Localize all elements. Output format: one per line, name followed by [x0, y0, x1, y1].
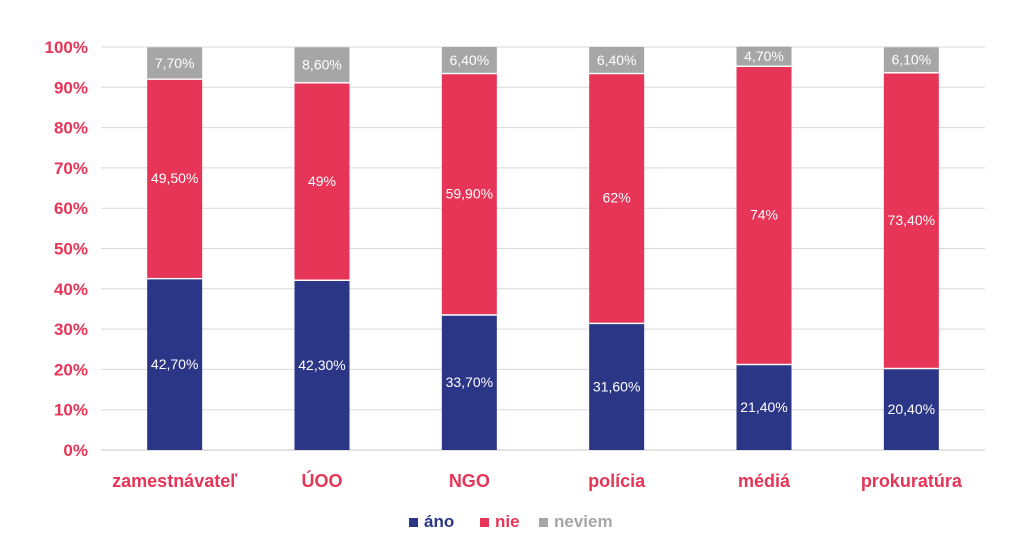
y-tick-label: 10%	[54, 401, 88, 420]
data-label: 6,40%	[597, 52, 637, 68]
data-label: 42,30%	[298, 357, 345, 373]
bars: 42,70% 49,50% 7,70% 42,30% 49% 8,60% 33,70% 59,…	[147, 46, 939, 450]
y-tick-label: 0%	[63, 441, 88, 460]
bar-segment-áno	[147, 277, 203, 450]
data-label: 49%	[308, 173, 336, 189]
y-tick-label: 40%	[54, 280, 88, 299]
y-tick-label: 50%	[54, 240, 88, 259]
bar-segment-nie	[736, 65, 792, 364]
data-label: 33,70%	[446, 374, 493, 390]
legend-label: neviem	[554, 512, 613, 531]
bar-stack: 20,40% 73,40% 6,10%	[883, 47, 939, 450]
data-label: 20,40%	[888, 401, 935, 417]
y-tick-label: 70%	[54, 159, 88, 178]
bar-segment-áno	[294, 279, 350, 450]
bar-stack: 42,30% 49% 8,60%	[294, 47, 350, 450]
y-tick-label: 100%	[45, 38, 88, 57]
bar-segment-nie	[147, 78, 203, 278]
bar-stack: 21,40% 74% 4,70%	[736, 46, 792, 450]
legend-item-áno: áno	[409, 512, 454, 531]
y-axis-ticks: 0% 10% 20% 30% 40% 50% 60% 70% 80% 90% 100%	[45, 38, 88, 460]
bar-segment-áno	[441, 314, 497, 450]
legend-item-neviem: neviem	[539, 512, 613, 531]
x-category-label: médiá	[738, 471, 791, 491]
legend: áno nie neviem	[409, 512, 613, 531]
bar-segment-nie	[294, 82, 350, 280]
y-tick-label: 60%	[54, 199, 88, 218]
bar-segment-neviem	[441, 47, 497, 73]
bar-segment-áno	[589, 322, 645, 450]
data-label: 8,60%	[302, 57, 342, 73]
bar-segment-áno	[736, 363, 792, 450]
data-label: 73,40%	[888, 212, 935, 228]
data-label: 31,60%	[593, 378, 640, 394]
data-label: 42,70%	[151, 356, 198, 372]
x-category-label: zamestnávateľ	[112, 471, 237, 491]
legend-swatch	[539, 518, 548, 527]
data-label: 6,40%	[449, 52, 489, 68]
bar-segment-neviem	[589, 47, 645, 73]
bar-stack: 31,60% 62% 6,40%	[589, 47, 645, 450]
x-category-label: ÚOO	[301, 470, 342, 491]
x-axis-categories: zamestnávateľ ÚOO NGO polícia médiá prokuratú…	[112, 470, 963, 491]
data-label: 4,70%	[744, 48, 784, 64]
bar-segment-nie	[883, 71, 939, 368]
data-label: 7,70%	[155, 55, 195, 71]
data-label: 74%	[750, 207, 778, 223]
x-category-label: NGO	[449, 471, 490, 491]
x-category-label: polícia	[588, 471, 646, 491]
bar-stack: 42,70% 49,50% 7,70%	[147, 47, 203, 450]
bar-segment-áno	[883, 367, 939, 450]
bar-segment-neviem	[294, 47, 350, 83]
legend-item-nie: nie	[480, 512, 520, 531]
data-label: 49,50%	[151, 170, 198, 186]
data-label: 6,10%	[891, 52, 931, 68]
y-tick-label: 20%	[54, 360, 88, 379]
y-tick-label: 30%	[54, 320, 88, 339]
legend-label: nie	[495, 512, 520, 531]
data-label: 62%	[603, 190, 631, 206]
bar-segment-nie	[441, 72, 497, 315]
bar-segment-neviem	[147, 47, 203, 79]
data-label: 59,90%	[446, 185, 493, 201]
y-tick-label: 80%	[54, 119, 88, 138]
bar-segment-neviem	[736, 46, 792, 66]
legend-swatch	[480, 518, 489, 527]
y-tick-label: 90%	[54, 78, 88, 97]
legend-label: áno	[424, 512, 454, 531]
bar-segment-neviem	[883, 47, 939, 72]
bar-stack: 33,70% 59,90% 6,40%	[441, 47, 497, 450]
gridlines	[101, 46, 985, 451]
x-category-label: prokuratúra	[861, 471, 963, 491]
bar-segment-nie	[589, 72, 645, 323]
data-label: 21,40%	[740, 399, 787, 415]
legend-swatch	[409, 518, 418, 527]
